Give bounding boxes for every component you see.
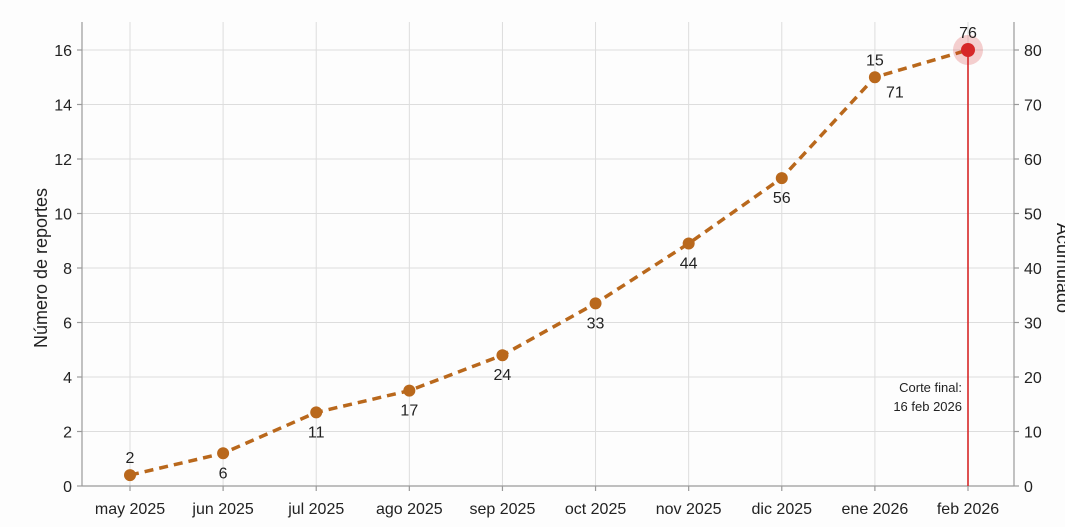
y2-axis-title: Acumulado [1053, 223, 1065, 313]
x-tick-label: ago 2025 [376, 501, 443, 518]
labels-layer: 2 6 11 17 24 33 44 56 71 76 15 Corte final: 16 feb 2… [126, 25, 977, 482]
y2-tick-label: 10 [1024, 425, 1042, 442]
grid [82, 22, 1014, 487]
cumulative-label: 71 [886, 84, 904, 101]
x-tick-label: sep 2025 [470, 501, 536, 518]
data-point [310, 406, 323, 419]
y-tick-label: 14 [54, 98, 72, 115]
cumulative-label: 24 [494, 367, 512, 384]
data-point [589, 297, 602, 310]
data-point [403, 384, 416, 397]
y-tick-label: 16 [54, 43, 72, 60]
data-point [496, 349, 509, 362]
x-tick-label: feb 2026 [937, 501, 999, 518]
data-point [775, 172, 788, 185]
cumulative-label: 56 [773, 190, 791, 207]
x-tick-label: jun 2025 [191, 501, 253, 518]
y-tick-label: 10 [54, 207, 72, 224]
data-point [124, 469, 136, 482]
x-tick-label: ene 2026 [842, 501, 909, 518]
data-point [682, 237, 695, 250]
cumulative-label: 2 [126, 450, 135, 467]
cumulative-label: 33 [587, 315, 605, 332]
cumulative-label: 17 [400, 403, 418, 420]
y2-tick-label: 60 [1024, 152, 1042, 169]
cutoff-annotation-line1: Corte final: [899, 380, 962, 395]
series-line [129, 48, 969, 477]
x-tick-label: may 2025 [95, 501, 165, 518]
y2-tick-label: 0 [1024, 479, 1033, 496]
y-axis-title: Número de reportes [31, 188, 51, 348]
x-tick-label: oct 2025 [565, 501, 626, 518]
y2-tick-label: 70 [1024, 98, 1042, 115]
series-layer [124, 35, 983, 486]
highlight-point [961, 43, 975, 57]
x-tick-label: jul 2025 [287, 501, 344, 518]
cutoff-annotation-line2: 16 feb 2026 [893, 399, 962, 414]
y-tick-label: 12 [54, 152, 72, 169]
y-tick-label: 0 [63, 479, 72, 496]
y2-tick-label: 80 [1024, 43, 1042, 60]
y2-tick-label: 50 [1024, 207, 1042, 224]
cumulative-label: 6 [219, 465, 228, 482]
y2-tick-label: 30 [1024, 316, 1042, 333]
y2-tick-label: 20 [1024, 370, 1042, 387]
y-tick-label: 2 [63, 425, 72, 442]
cumulative-label: 44 [680, 255, 698, 272]
cumulative-label: 76 [959, 25, 977, 42]
monthly-value-label: 15 [866, 52, 884, 69]
y-tick-label: 4 [63, 370, 72, 387]
y-tick-label: 8 [63, 261, 72, 278]
cumulative-label: 11 [308, 424, 325, 441]
y2-tick-label: 40 [1024, 261, 1042, 278]
x-tick-label: nov 2025 [656, 501, 722, 518]
data-point [868, 71, 881, 84]
x-tick-label: dic 2025 [752, 501, 813, 518]
y-tick-label: 6 [63, 316, 72, 333]
data-point [217, 447, 230, 460]
